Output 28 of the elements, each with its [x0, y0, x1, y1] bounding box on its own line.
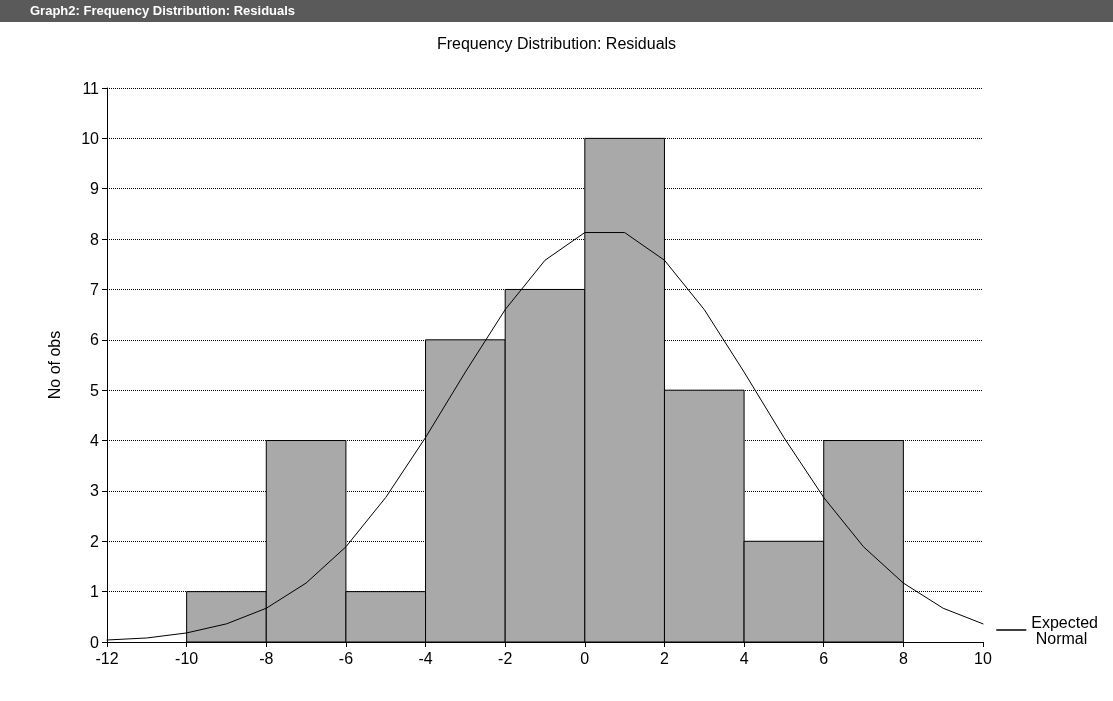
x-tick-label: -12	[95, 649, 119, 667]
y-tick-label: 9	[90, 180, 100, 198]
caption: Graph2: Frequency Distribution: Residuals	[30, 3, 296, 18]
x-tick-label: 8	[898, 649, 908, 667]
y-tick-label: 5	[90, 381, 100, 399]
y-tick-label: 2	[90, 532, 100, 550]
x-tick-label: -2	[498, 649, 513, 667]
y-tick-label: 8	[90, 230, 100, 248]
y-axis-title: No of obs	[45, 330, 63, 400]
x-tick-label: 0	[580, 649, 590, 667]
x-tick-label: -6	[338, 649, 354, 667]
chart-title: Frequency Distribution: Residuals	[436, 34, 677, 52]
y-tick-label: 0	[90, 633, 100, 651]
y-tick-label: 7	[90, 280, 100, 298]
x-tick-label: 6	[819, 649, 829, 667]
y-tick-label: 1	[90, 583, 100, 601]
x-tick-label: 2	[660, 649, 669, 667]
x-tick-label: -8	[259, 649, 274, 667]
y-tick-label: 6	[90, 331, 100, 349]
y-tick-label: 3	[90, 482, 100, 500]
legend-label: Expected Normal	[1031, 613, 1099, 647]
x-tick-label: -4	[418, 649, 433, 667]
x-tick-label: 10	[974, 649, 992, 667]
y-tick-label: 4	[90, 432, 100, 450]
x-tick-label: 4	[739, 649, 749, 667]
y-tick-label: 10	[81, 129, 100, 147]
y-tick-label: 11	[82, 79, 100, 97]
x-tick-label: -10	[175, 649, 199, 667]
